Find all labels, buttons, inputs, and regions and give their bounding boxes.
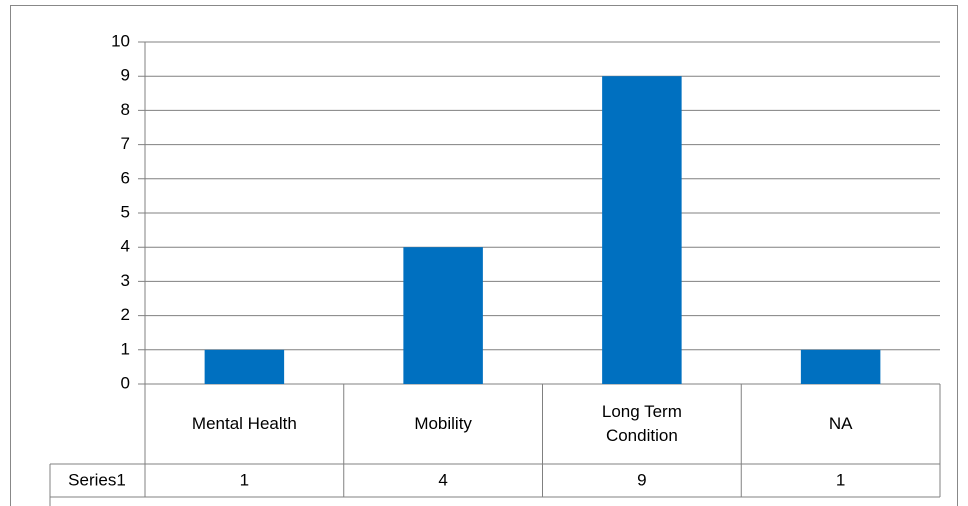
category-label: Mental Health — [145, 384, 344, 464]
table-lines — [49, 463, 940, 506]
table-value: 1 — [240, 470, 249, 489]
bar — [602, 76, 682, 384]
bar — [403, 247, 483, 384]
y-tick-label: 0 — [121, 373, 130, 392]
table-value: 9 — [637, 470, 646, 489]
bar — [800, 349, 881, 384]
series-name: Series1 — [68, 470, 126, 489]
bar — [204, 349, 285, 384]
table-value: 1 — [836, 470, 845, 489]
y-tick-label: 4 — [121, 237, 130, 256]
category-label: NA — [741, 384, 940, 464]
y-tick-label: 7 — [121, 134, 130, 153]
y-tick-label: 3 — [121, 271, 130, 290]
category-text: Mental Health — [191, 414, 297, 433]
y-tick-label: 8 — [121, 100, 130, 119]
y-tick-label: 6 — [121, 168, 130, 187]
table-value: 4 — [438, 470, 447, 489]
category-text: Long Term Condition — [601, 402, 682, 445]
y-tick-label: 5 — [121, 202, 130, 221]
category-label: Mobility — [344, 384, 543, 464]
category-text: NA — [828, 414, 853, 433]
y-tick-label: 1 — [121, 339, 130, 358]
y-tick-label: 9 — [121, 66, 130, 85]
category-text: Mobility — [414, 414, 472, 433]
category-label: Long Term Condition — [543, 384, 742, 464]
chart-border — [10, 5, 958, 506]
y-tick-label: 2 — [121, 305, 130, 324]
y-tick-label: 10 — [111, 31, 130, 50]
